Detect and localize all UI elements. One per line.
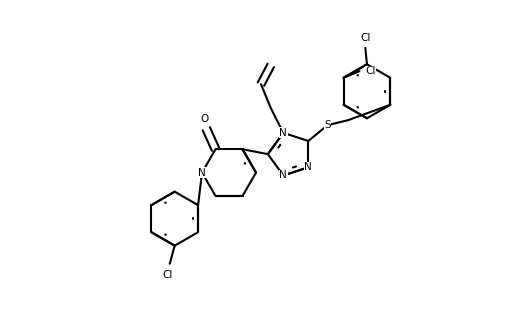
Text: Cl: Cl	[162, 270, 172, 280]
Text: Cl: Cl	[365, 66, 376, 76]
Text: S: S	[324, 120, 331, 130]
Text: N: N	[280, 170, 287, 180]
Text: Cl: Cl	[360, 33, 371, 43]
Text: N: N	[304, 162, 312, 172]
Text: N: N	[198, 168, 206, 178]
Text: N: N	[280, 128, 287, 138]
Text: O: O	[200, 114, 209, 124]
